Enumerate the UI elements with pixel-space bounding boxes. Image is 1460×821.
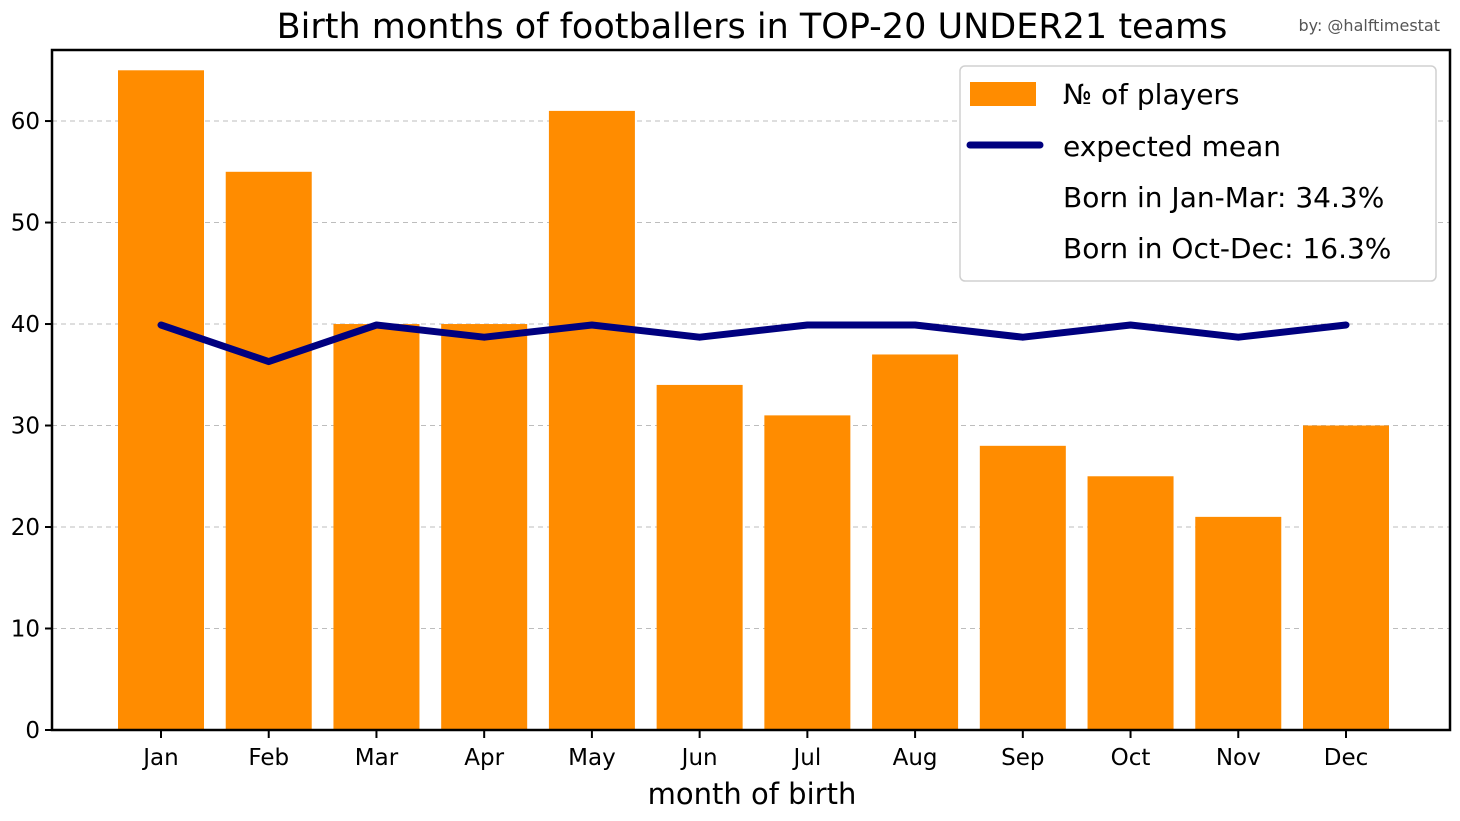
legend-box [959,65,1437,282]
legend-label-players: № of players [1063,78,1240,111]
x-tick-label: Dec [1324,745,1369,771]
x-tick-label: Jan [141,745,178,771]
bar-dec [1303,425,1389,730]
y-tick-label: 30 [11,414,40,440]
y-axis: 0 10 20 30 40 50 60 [11,109,52,744]
legend-label-expected-mean: expected mean [1063,130,1281,163]
x-tick-label: Jun [680,745,718,771]
chart-title: Birth months of footballers in TOP-20 UN… [277,7,1228,47]
y-tick-label: 50 [11,211,40,237]
y-tick-label: 0 [25,718,40,744]
credit-label: by: @halftimestat [1298,16,1440,35]
mean-line-group [157,321,1350,366]
x-tick-label: May [568,745,616,771]
annotation-jan-mar: Born in Jan-Mar: 34.3% [1063,181,1384,214]
bar-jul [764,415,851,730]
bar-feb [225,171,312,731]
x-tick-label: Aug [893,745,938,771]
x-tick-label: Sep [1001,745,1044,771]
bar-oct [1087,476,1174,730]
y-tick-label: 60 [11,109,40,135]
x-tick-label: Apr [464,745,504,771]
bar-may [548,110,635,731]
bar-nov [1195,516,1282,730]
bar-aug [872,354,959,730]
x-tick-label: Mar [355,745,399,771]
y-tick-label: 40 [11,312,40,338]
y-tick-label: 20 [11,515,40,541]
x-tick-label: Feb [248,745,289,771]
bar-apr [441,324,528,730]
legend-bar-swatch [970,82,1036,106]
bar-sep [979,445,1066,730]
expected-mean-line [157,321,1350,366]
plot-frame [50,48,1452,732]
x-axis: Jan Feb Mar Apr May Jun Jul Aug Sep Oct Nov Dec [141,730,1368,771]
x-tick-label: Nov [1216,745,1261,771]
bar-jun [656,384,743,730]
bar-mar [333,324,420,730]
x-tick-label: Oct [1111,745,1151,771]
legend: № of players expected mean Born in Jan-M… [959,65,1437,282]
x-tick-label: Jul [791,745,821,771]
annotation-oct-dec: Born in Oct-Dec: 16.3% [1063,232,1391,265]
y-tick-label: 10 [11,617,40,643]
x-axis-title: month of birth [648,777,857,811]
bars [118,70,1389,731]
bar-jan [118,70,204,730]
